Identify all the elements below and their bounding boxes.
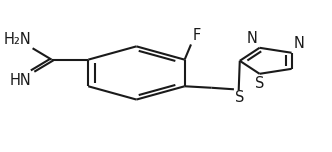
Text: HN: HN [9, 73, 31, 88]
Text: F: F [193, 28, 201, 43]
Text: N: N [293, 36, 304, 51]
Text: H₂N: H₂N [3, 32, 31, 47]
Text: S: S [255, 76, 264, 91]
Text: N: N [247, 31, 258, 46]
Text: S: S [234, 90, 244, 105]
